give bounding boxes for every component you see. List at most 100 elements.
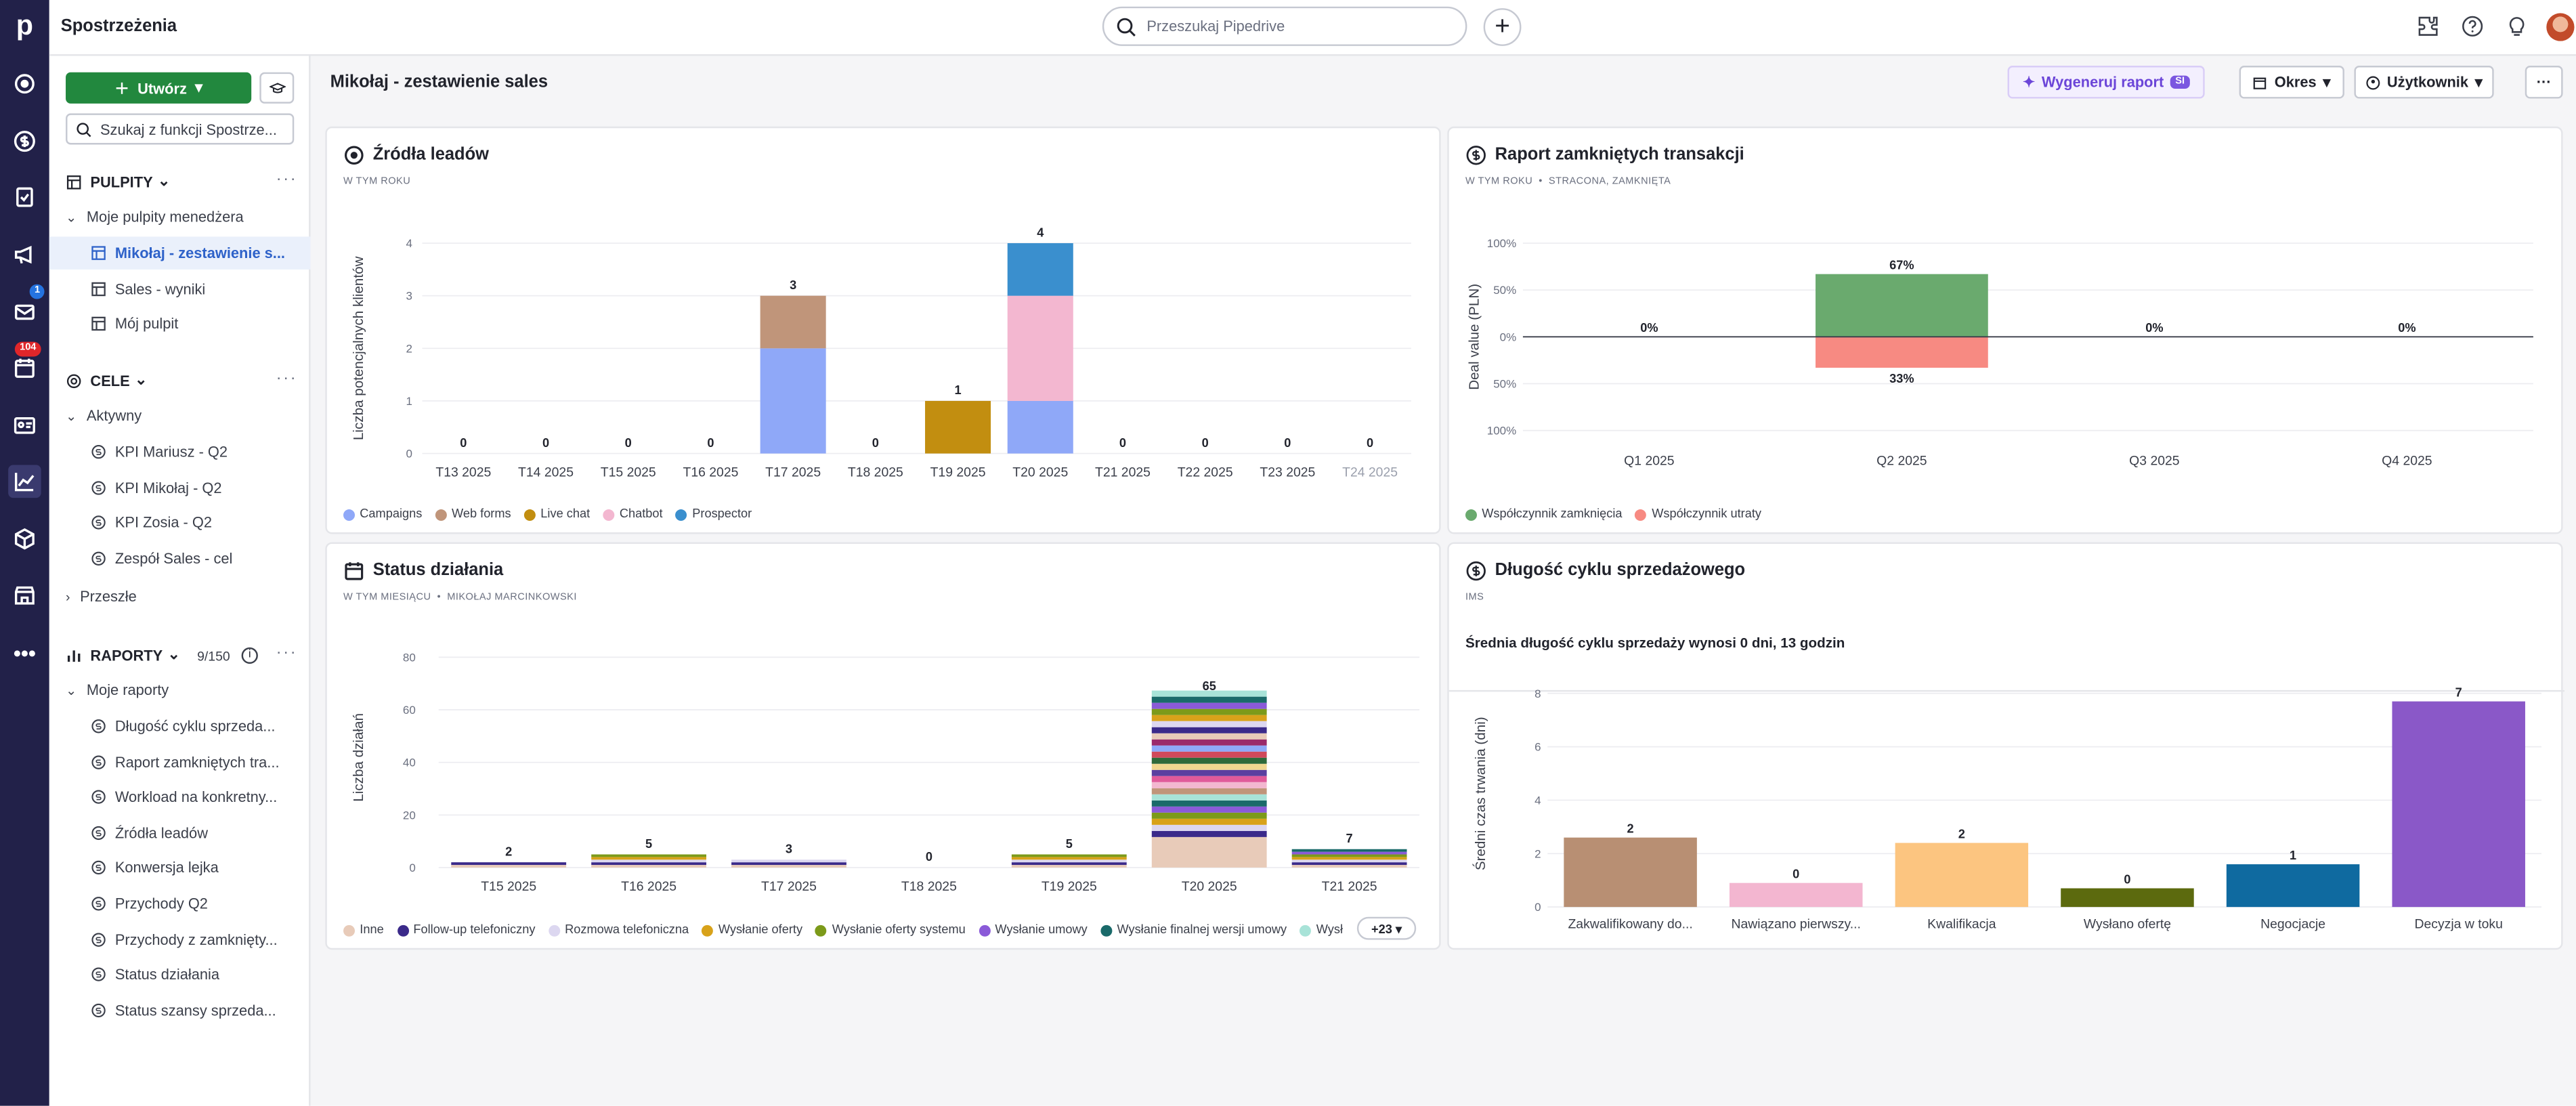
bar-segment	[731, 859, 846, 863]
activities-icon[interactable]	[8, 352, 41, 385]
activity-status-card[interactable]: Status działania W TYM MIESIĄCU • MIKOŁA…	[325, 542, 1441, 950]
sidebar-search-input[interactable]: Szukaj z funkcji Spostrze...	[66, 113, 295, 145]
sidebar-report-item[interactable]: Źródła leadów	[49, 816, 311, 849]
sidebar-dashboard-item[interactable]: Sales - wyniki	[49, 272, 311, 305]
goals-section-header[interactable]: CELE ⌄	[66, 371, 147, 389]
calendar-icon	[2254, 77, 2267, 89]
sidebar-dashboard-item[interactable]: Mikołaj - zestawienie s...	[49, 236, 311, 270]
navigation-rail: p 1 104 •••	[0, 0, 49, 1106]
sales-cycle-card[interactable]: Długość cyklu sprzedażowego IMS Średnia …	[1447, 542, 2564, 950]
sidebar-dashboard-item[interactable]: Mój pulpit	[49, 307, 311, 341]
legend-item[interactable]: Prospector	[675, 506, 752, 521]
legend-item[interactable]: Live chat	[524, 506, 590, 521]
sidebar-report-item[interactable]: Status szansy sprzeda...	[49, 994, 311, 1027]
learn-button[interactable]	[259, 72, 295, 104]
tips-icon[interactable]	[2506, 15, 2529, 38]
card-subtitle-period: W TYM ROKU	[1465, 177, 1533, 188]
bar-segment	[1291, 849, 1407, 852]
legend-dot	[435, 508, 447, 520]
sidebar-report-item[interactable]: Status działania	[49, 958, 311, 992]
legend-item[interactable]: Web forms	[435, 506, 511, 521]
sidebar-report-item[interactable]: Workload na konkretny...	[49, 781, 311, 814]
dashboards-group[interactable]: ⌄ Moje pulpity menedżera	[49, 200, 311, 234]
bar-segment	[1011, 859, 1127, 863]
user-filter-button[interactable]: Użytkownik ▾	[2354, 66, 2494, 99]
period-filter-button[interactable]: Okres ▾	[2239, 66, 2344, 99]
dashboards-more-button[interactable]: ···	[276, 171, 298, 189]
sidebar-goal-item[interactable]: KPI Mikołaj - Q2	[49, 471, 311, 504]
bar-segment	[451, 865, 567, 868]
report-icon	[91, 861, 106, 876]
legend-item[interactable]: Follow-up telefoniczny	[397, 922, 535, 937]
legend-item[interactable]: Rozmowa telefoniczna	[548, 922, 689, 937]
legend-item[interactable]: Chatbot	[603, 506, 663, 521]
bar-segment	[1007, 295, 1073, 401]
sidebar-goal-item[interactable]: Zespół Sales - cel	[49, 542, 311, 575]
bar	[1564, 837, 1697, 908]
dashboard-more-button[interactable]: ···	[2525, 66, 2563, 99]
bar-segment	[1291, 865, 1407, 868]
sidebar-report-item[interactable]: Przychody z zamknięty...	[49, 922, 311, 956]
legend-item[interactable]: Współczynnik zamknięcia	[1465, 506, 1623, 521]
bar-segment	[1151, 739, 1267, 746]
x-tick-label: T19 2025	[1042, 879, 1097, 894]
extensions-icon[interactable]	[2417, 15, 2440, 38]
pipedrive-logo[interactable]: p	[16, 9, 33, 41]
contacts-icon[interactable]	[8, 409, 41, 442]
bar-segment	[1011, 862, 1127, 866]
goals-more-button[interactable]: ···	[276, 369, 298, 388]
legend-item[interactable]: Campaigns	[343, 506, 422, 521]
leads-sources-card[interactable]: Źródła leadów W TYM ROKU 0 1 2 3 4 Liczba pot…	[325, 126, 1441, 534]
closed-deals-card[interactable]: Raport zamkniętych transakcji W TYM ROKU…	[1447, 126, 2563, 534]
deals-icon[interactable]	[8, 125, 41, 158]
info-icon[interactable]: i	[241, 647, 258, 664]
sidebar-report-item[interactable]: Długość cyklu sprzeda...	[49, 710, 311, 743]
legend-item[interactable]: Współczynnik utraty	[1635, 506, 1761, 521]
reports-group[interactable]: ⌄ Moje raporty	[49, 674, 311, 707]
generate-report-button[interactable]: ✦ Wygeneruj raport SI	[2007, 66, 2205, 99]
legend-item[interactable]: Wysłanie oferty systemu	[815, 922, 966, 937]
sidebar-report-item[interactable]: Raport zamkniętych tra...	[49, 745, 311, 778]
help-icon[interactable]	[2461, 15, 2484, 38]
sidebar-report-item[interactable]: Przychody Q2	[49, 887, 311, 920]
more-icon[interactable]: •••	[13, 639, 36, 665]
focus-icon[interactable]	[8, 67, 41, 100]
dashboard-icon	[91, 317, 106, 331]
data-label: 0	[1119, 436, 1126, 450]
bar-segment	[1151, 696, 1267, 703]
bar-segment	[1291, 851, 1407, 855]
legend-item[interactable]: Wysł	[1300, 922, 1343, 937]
quick-add-button[interactable]: +	[1483, 8, 1522, 46]
legend-item[interactable]: Wysłanie oferty	[702, 922, 802, 937]
products-icon[interactable]	[8, 522, 41, 555]
goals-active-group[interactable]: ⌄ Aktywny	[49, 400, 311, 433]
calendar-icon	[345, 562, 364, 580]
reports-more-button[interactable]: ···	[276, 643, 298, 662]
legend-item[interactable]: Inne	[343, 922, 384, 937]
create-button[interactable]: ＋ Utwórz ▾	[66, 72, 252, 104]
dashboards-section-header[interactable]: PULPITY ⌄	[66, 173, 170, 191]
user-avatar[interactable]	[2546, 13, 2575, 41]
insights-icon[interactable]	[8, 465, 41, 498]
sidebar-goal-item[interactable]: KPI Zosia - Q2	[49, 507, 311, 540]
bar-segment	[1151, 818, 1267, 825]
legend-item[interactable]: Wysłanie umowy	[979, 922, 1088, 937]
sidebar-report-label: Workload na konkretny...	[114, 788, 278, 806]
goals-past-label: Przeszłe	[80, 588, 137, 605]
campaigns-icon[interactable]	[8, 238, 41, 272]
reports-section-header[interactable]: RAPORTY ⌄	[66, 645, 180, 664]
mail-icon[interactable]	[8, 296, 41, 329]
marketplace-icon[interactable]	[8, 578, 41, 612]
card-subtitle: W TYM ROKU	[343, 177, 411, 188]
sidebar-goal-item[interactable]: KPI Mariusz - Q2	[49, 435, 311, 469]
sidebar-report-item[interactable]: Konwersja lejka	[49, 852, 311, 885]
legend-dot	[1100, 924, 1113, 936]
global-search-input[interactable]: Przeszukaj Pipedrive	[1102, 6, 1467, 46]
tasks-icon[interactable]	[8, 181, 41, 214]
bar-segment	[1151, 775, 1267, 782]
legend-more-button[interactable]: +23 ▾	[1356, 916, 1417, 940]
legend-item[interactable]: Wysłanie finalnej wersji umowy	[1100, 922, 1287, 937]
bar-segment	[760, 295, 826, 349]
dashboard-title: Mikołaj - zestawienie sales	[330, 72, 549, 92]
goals-past-group[interactable]: › Przeszłe	[49, 580, 311, 613]
